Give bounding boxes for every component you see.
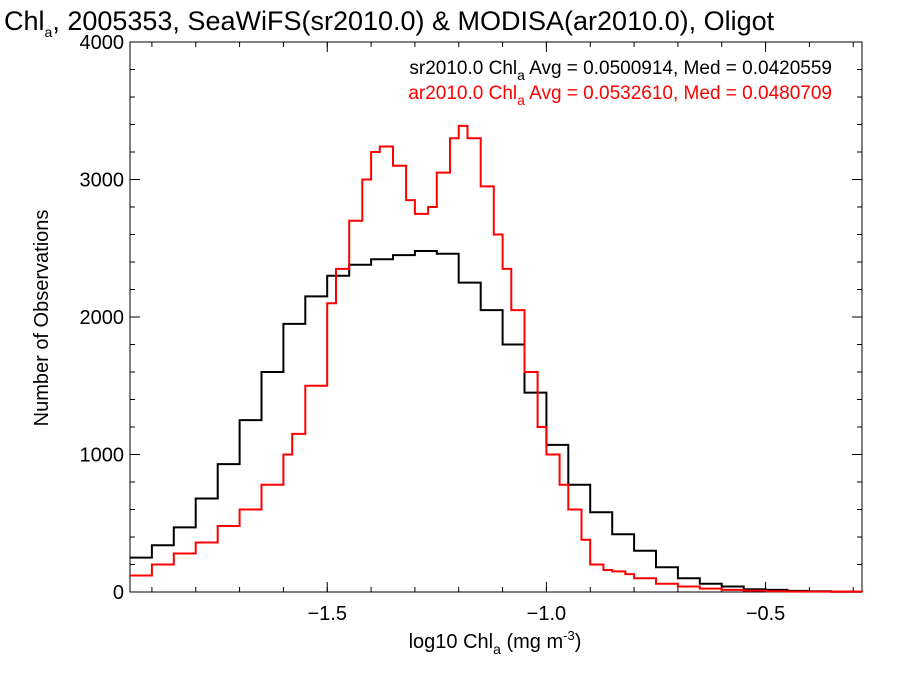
legend-entry-sr2010: sr2010.0 Chla Avg = 0.0500914, Med = 0.0… [409, 58, 832, 83]
series-line-ar2010-0 [130, 124, 863, 593]
chart-title-post: , 2005353, SeaWiFS(sr2010.0) & MODISA(ar… [52, 6, 774, 36]
x-tick-label: −1.5 [308, 603, 347, 625]
axis-ticks: −1.5 −1.0 −0.5 0 1000 2000 3000 4000 [80, 32, 862, 625]
y-tick-label: 2000 [80, 307, 125, 329]
chart-title-sub: a [45, 24, 53, 40]
series-layer [130, 124, 863, 593]
y-tick-label: 1000 [80, 445, 125, 467]
y-axis-label: Number of Observations [31, 210, 53, 427]
x-tick-label: −1.0 [527, 603, 566, 625]
x-tick-label: −0.5 [746, 603, 785, 625]
chart-title-pre: Chl [4, 6, 45, 36]
x-axis-label: log10 Chla (mg m-3) [409, 628, 582, 657]
y-tick-label: 3000 [80, 170, 125, 192]
legend-entry-ar2010: ar2010.0 Chla Avg = 0.0532610, Med = 0.0… [408, 83, 832, 108]
y-tick-label: 0 [113, 582, 124, 604]
y-tick-label: 4000 [80, 32, 125, 54]
series-line-sr2010-0 [130, 250, 863, 593]
chart-title: Chla, 2005353, SeaWiFS(sr2010.0) & MODIS… [4, 6, 775, 40]
